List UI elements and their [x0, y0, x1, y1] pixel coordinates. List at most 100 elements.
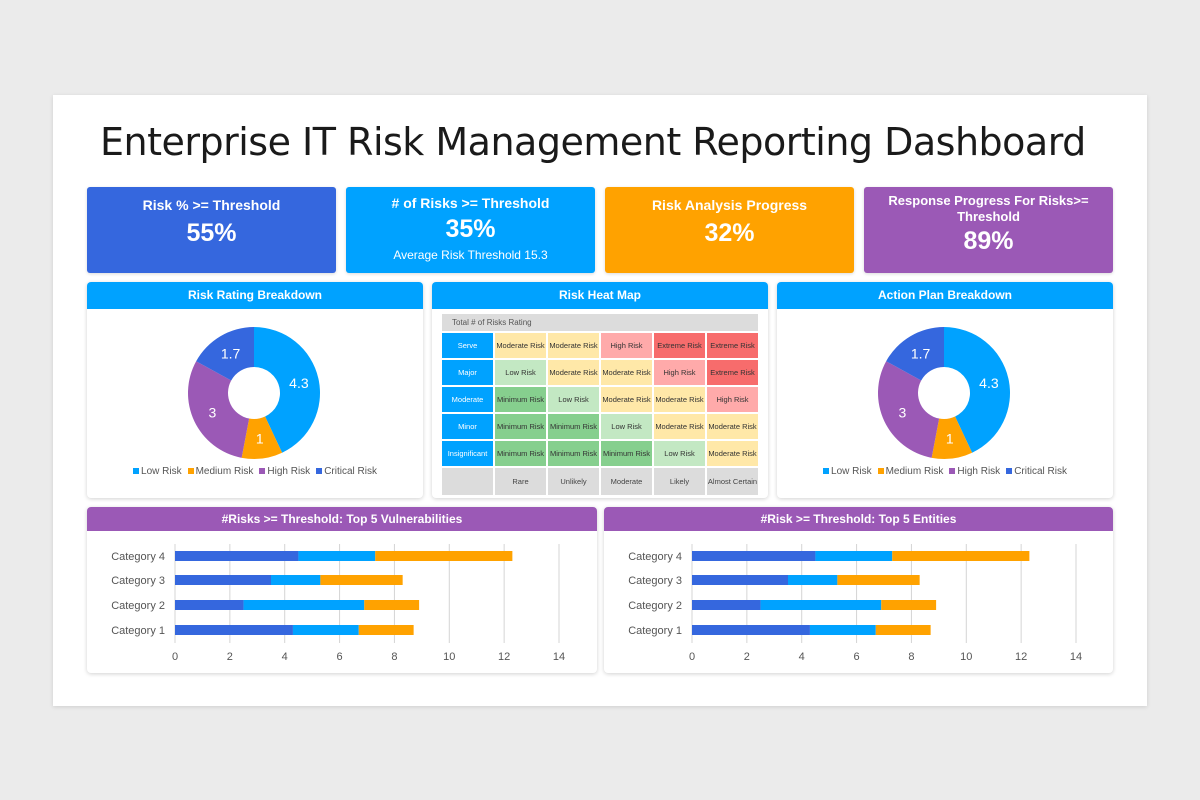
- legend-item: Medium Risk: [187, 466, 253, 477]
- legend-item: High Risk: [949, 466, 1000, 477]
- x-tick-label: 6: [337, 651, 343, 663]
- heat-map-table: Total # of Risks Rating Serve Moderate Ri…: [440, 312, 760, 497]
- heat-map-cell: Moderate Risk: [548, 360, 599, 385]
- x-tick-label: 0: [172, 651, 178, 663]
- heat-map-row: Moderate Minimum Risk Low Risk Moderate Ris…: [442, 387, 758, 412]
- donut-slice: [878, 361, 940, 458]
- kpi-title: Response Progress For Risks>= Threshold: [888, 193, 1089, 224]
- bar-segment: [760, 600, 882, 610]
- legend-label: Low Risk: [831, 466, 872, 477]
- heat-map-cell: Moderate Risk: [601, 387, 652, 412]
- legend-swatch: [133, 468, 140, 474]
- heat-map-cell: Moderate Risk: [707, 441, 758, 466]
- heat-map-cell: Low Risk: [495, 360, 546, 385]
- heat-map-cell: Low Risk: [601, 414, 652, 439]
- heat-map-cell: Minimum Risk: [495, 414, 546, 439]
- legend-swatch: [823, 468, 830, 474]
- likelihood-label: Almost Certain: [707, 468, 758, 495]
- panel-header: Risk Rating Breakdown: [87, 282, 423, 309]
- legend-label: Medium Risk: [885, 466, 944, 477]
- slice-label: 1: [946, 431, 954, 447]
- impact-label: Minor: [442, 414, 493, 439]
- slice-label: 4.3: [979, 375, 999, 391]
- bar-segment: [375, 551, 513, 561]
- x-tick-label: 8: [391, 651, 397, 663]
- bar-segment: [809, 625, 876, 635]
- heat-map-cell: Moderate Risk: [654, 414, 705, 439]
- heat-map-cell: Extreme Risk: [654, 333, 705, 358]
- legend-swatch: [1006, 468, 1013, 474]
- risk-rating-panel: Risk Rating Breakdown 4.3 1 3 1.7 Low Risk M…: [87, 282, 423, 498]
- kpi-analysis-progress: Risk Analysis Progress 32%: [605, 187, 854, 273]
- kpi-subtitle: Average Risk Threshold 15.3: [393, 248, 548, 262]
- y-category-label: Category 4: [111, 551, 165, 563]
- heat-map-cell: Minimum Risk: [495, 441, 546, 466]
- vulnerabilities-bar-chart: 0 2 4 6 8 10 12 14 Category 1 Category 2 Category …: [111, 544, 565, 663]
- heat-map-title: Total # of Risks Rating: [442, 314, 758, 331]
- donut-slice: [944, 327, 1010, 453]
- donut-slice: [196, 327, 254, 381]
- likelihood-label: Likely: [654, 468, 705, 495]
- x-tick-label: 10: [443, 651, 455, 663]
- slice-label: 3: [898, 405, 906, 421]
- impact-label: Insignificant: [442, 441, 493, 466]
- bar-segment: [692, 625, 810, 635]
- bar-segment: [175, 551, 299, 561]
- donut-slice: [931, 416, 973, 459]
- bar-segment: [815, 551, 893, 561]
- y-category-label: Category 2: [628, 600, 682, 612]
- x-tick-label: 2: [227, 651, 233, 663]
- impact-label: Major: [442, 360, 493, 385]
- heat-map-cell: Extreme Risk: [707, 360, 758, 385]
- bar-segment: [692, 575, 788, 585]
- heat-map-corner: [442, 468, 493, 495]
- slice-label: 1.7: [911, 345, 931, 361]
- heat-map-row: Serve Moderate Risk Moderate Risk High Risk…: [442, 333, 758, 358]
- x-tick-label: 10: [960, 651, 972, 663]
- heat-map-cell: High Risk: [601, 333, 652, 358]
- bar-segment: [320, 575, 403, 585]
- entities-bar-chart: 0 2 4 6 8 10 12 14 Category 1 Category 2 Category …: [628, 544, 1082, 663]
- kpi-value: 89%: [963, 227, 1014, 255]
- x-tick-label: 12: [1015, 651, 1027, 663]
- chart-legend: Low Risk Medium Risk High Risk Critical Ris…: [87, 466, 423, 477]
- donut-slice: [187, 361, 250, 458]
- x-tick-label: 8: [908, 651, 914, 663]
- bar-segment: [692, 551, 816, 561]
- slice-label: 4.3: [289, 375, 309, 391]
- bar-segment: [837, 575, 920, 585]
- bar-segment: [243, 600, 365, 610]
- bar-segment: [175, 575, 271, 585]
- heat-map-cell: Moderate Risk: [495, 333, 546, 358]
- page-title: Enterprise IT Risk Management Reporting …: [100, 120, 1086, 164]
- legend-swatch: [259, 468, 266, 474]
- legend-label: Critical Risk: [324, 466, 377, 477]
- legend-item: Critical Risk: [316, 466, 377, 477]
- legend-label: Low Risk: [141, 466, 182, 477]
- x-tick-label: 0: [689, 651, 695, 663]
- kpi-risk-percent: Risk % >= Threshold 55%: [87, 187, 336, 273]
- y-category-label: Category 2: [111, 600, 165, 612]
- legend-label: High Risk: [957, 466, 1001, 477]
- bar-segment: [292, 625, 359, 635]
- heat-map-row: Insignificant Minimum Risk Minimum Risk Min…: [442, 441, 758, 466]
- heat-map-cell: Minimum Risk: [495, 387, 546, 412]
- legend-label: High Risk: [267, 466, 311, 477]
- x-tick-label: 4: [282, 651, 288, 663]
- heat-map-panel: Risk Heat Map Total # of Risks Rating Se…: [432, 282, 768, 498]
- panel-header: #Risks >= Threshold: Top 5 Vulnerabiliti…: [87, 507, 597, 531]
- panel-header: #Risk >= Threshold: Top 5 Entities: [604, 507, 1113, 531]
- heat-map-cell: Low Risk: [654, 441, 705, 466]
- impact-label: Serve: [442, 333, 493, 358]
- bar-segment: [175, 600, 244, 610]
- bar-segment: [892, 551, 1030, 561]
- heat-map-row: Minor Minimum Risk Minimum Risk Low Risk Mod…: [442, 414, 758, 439]
- action-plan-panel: Action Plan Breakdown 4.3 1 3 1.7 Low Risk M…: [777, 282, 1113, 498]
- slice-label: 1: [256, 431, 264, 447]
- bar-segment: [298, 551, 376, 561]
- legend-swatch: [949, 468, 956, 474]
- donut-slice: [254, 327, 320, 453]
- x-tick-label: 12: [498, 651, 510, 663]
- bar-segment: [875, 625, 931, 635]
- panel-header: Risk Heat Map: [432, 282, 768, 309]
